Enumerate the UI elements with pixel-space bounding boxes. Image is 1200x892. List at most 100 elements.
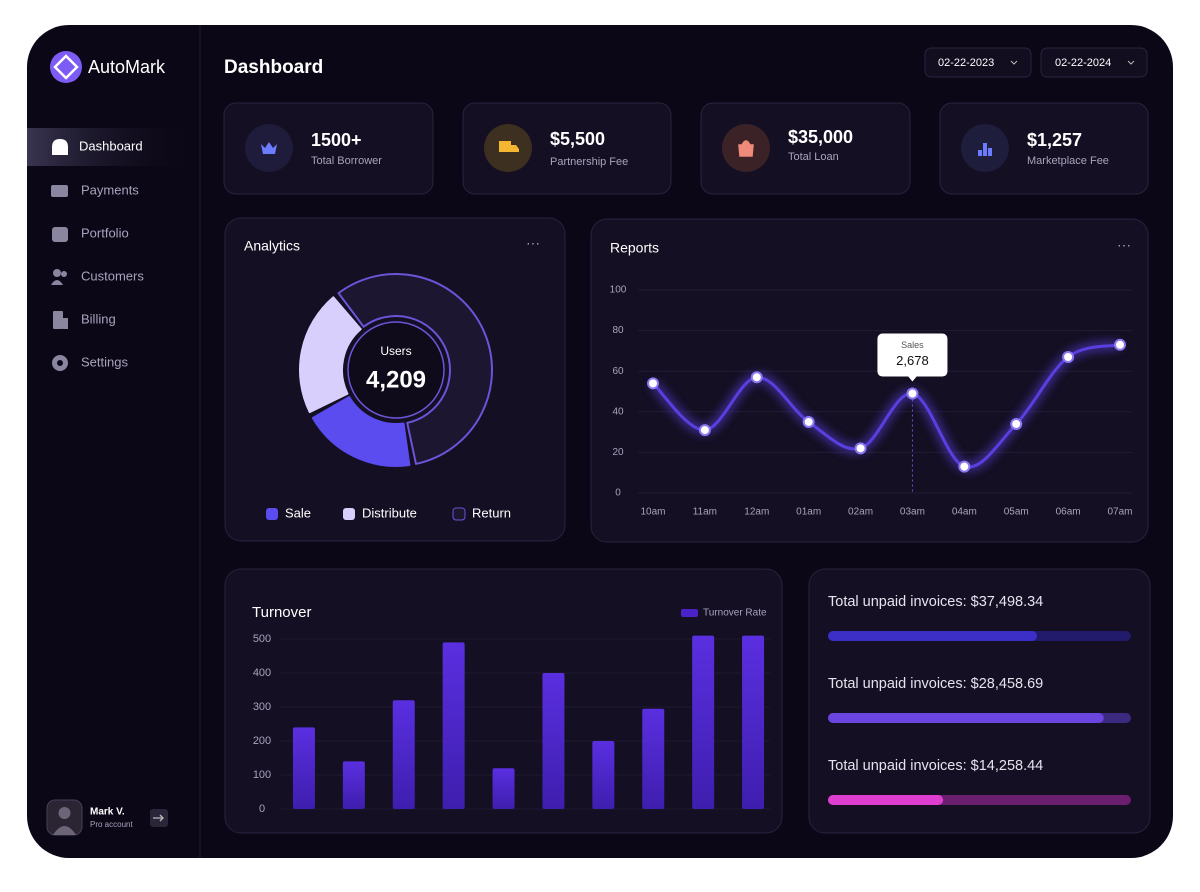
point [698, 424, 711, 437]
bar [292, 727, 315, 809]
donut-center [347, 321, 445, 419]
x-tick-label: 03am [900, 507, 925, 518]
more-menu[interactable]: ··· [526, 235, 540, 251]
avatar-head [58, 807, 71, 819]
chevron [1127, 60, 1135, 65]
nav-icon [51, 185, 68, 197]
stat-value: $1,257 [1027, 130, 1082, 150]
nav-icon [51, 280, 63, 285]
bar [492, 768, 515, 809]
stat-label: Total Borrower [311, 155, 382, 167]
stat-label: Partnership Fee [550, 156, 628, 168]
stat-icon [499, 141, 519, 152]
card-title: Turnover [252, 604, 311, 621]
point [750, 371, 763, 384]
donut-segment [311, 396, 411, 467]
nav-item[interactable]: Portfolio [81, 225, 129, 240]
stat-value: 1500+ [311, 130, 362, 150]
nav-icon [57, 360, 63, 366]
donut-label: Users [380, 344, 411, 358]
y-tick-label: 60 [612, 366, 624, 377]
x-tick-label: 01am [796, 507, 821, 518]
point [1010, 417, 1023, 430]
tooltip-label: Sales [901, 340, 924, 350]
invoices: Total unpaid invoices: $37,498.34 Total u… [828, 594, 1131, 805]
nav-icon [52, 139, 68, 155]
more-menu[interactable]: ··· [1117, 237, 1131, 253]
progress-fill [828, 795, 944, 805]
bar [342, 761, 365, 809]
y-tick-label: 400 [253, 667, 271, 679]
nav-item[interactable]: Customers [81, 268, 144, 283]
donut: Sale Distribute Return [266, 273, 511, 521]
date-picker[interactable] [924, 47, 1032, 78]
stat-label: Total Loan [788, 151, 839, 163]
tooltip-pointer [907, 375, 918, 382]
nav-icon [52, 227, 68, 242]
logo [50, 51, 82, 83]
y-tick-label: 100 [253, 769, 271, 781]
legend-label: Sale [285, 505, 311, 520]
date-picker[interactable] [1040, 47, 1148, 78]
avatar-body [53, 826, 76, 835]
legend-swatch [343, 508, 355, 520]
bar [542, 673, 565, 809]
logo-mark [53, 54, 79, 80]
legend-label: Return [472, 505, 511, 520]
y-tick-label: 200 [253, 735, 271, 747]
nav-item[interactable]: Payments [81, 182, 139, 197]
nav-icons [51, 139, 68, 371]
bar [592, 741, 615, 809]
x-tick-label: 11am [693, 507, 717, 518]
date-from: 02-22-2023 [938, 57, 994, 69]
y-tick-label: 0 [259, 803, 265, 815]
legend-swatch [681, 609, 698, 617]
progress-fill [828, 713, 1104, 723]
invoice-label: Total unpaid invoices: $28,458.69 [828, 676, 1043, 692]
user-role: Pro account [90, 820, 133, 829]
donut-value: 4,209 [366, 366, 426, 393]
point [906, 387, 919, 400]
point [1114, 338, 1126, 351]
chevron [1010, 60, 1018, 65]
nav-item[interactable]: Dashboard [79, 138, 143, 153]
bar [692, 635, 715, 809]
nav-item[interactable]: Settings [81, 354, 128, 369]
y-tick-label: 100 [610, 285, 627, 296]
x-tick-label: 04am [952, 507, 977, 518]
brand: AutoMark [88, 57, 166, 77]
progress-fill [828, 631, 1038, 641]
card-title: Reports [610, 240, 659, 256]
point [802, 415, 815, 428]
nav-item[interactable]: Billing [81, 311, 116, 326]
legend-label: Turnover Rate [703, 608, 767, 619]
nav-icon [61, 271, 67, 277]
point [647, 377, 659, 390]
bar [742, 635, 765, 809]
point [1062, 350, 1075, 363]
donut-segment [299, 296, 362, 414]
stat-label: Marketplace Fee [1027, 155, 1109, 167]
date-to: 02-22-2024 [1055, 57, 1111, 69]
logout-icon [153, 814, 164, 822]
legend-swatch [266, 508, 278, 520]
y-tick-label: 500 [253, 633, 271, 645]
stat-icon [738, 140, 754, 157]
stat-icon [978, 143, 992, 156]
invoice-label: Total unpaid invoices: $37,498.34 [828, 594, 1043, 610]
x-tick-label: 12am [744, 507, 769, 518]
stat-icon [261, 142, 277, 154]
y-tick-label: 300 [253, 701, 271, 713]
card-title: Analytics [244, 238, 300, 254]
point [854, 442, 867, 455]
page-title: Dashboard [224, 57, 323, 78]
x-tick-label: 06am [1056, 507, 1081, 518]
y-tick-label: 20 [612, 447, 624, 458]
bar-chart: 0 100 200 300 400 500 Turnover Rate [253, 608, 770, 815]
y-tick-label: 40 [612, 406, 624, 417]
reports-card [590, 218, 1149, 543]
nav-icon [53, 311, 63, 329]
bar [442, 642, 465, 809]
tooltip-value: 2,678 [896, 353, 929, 368]
